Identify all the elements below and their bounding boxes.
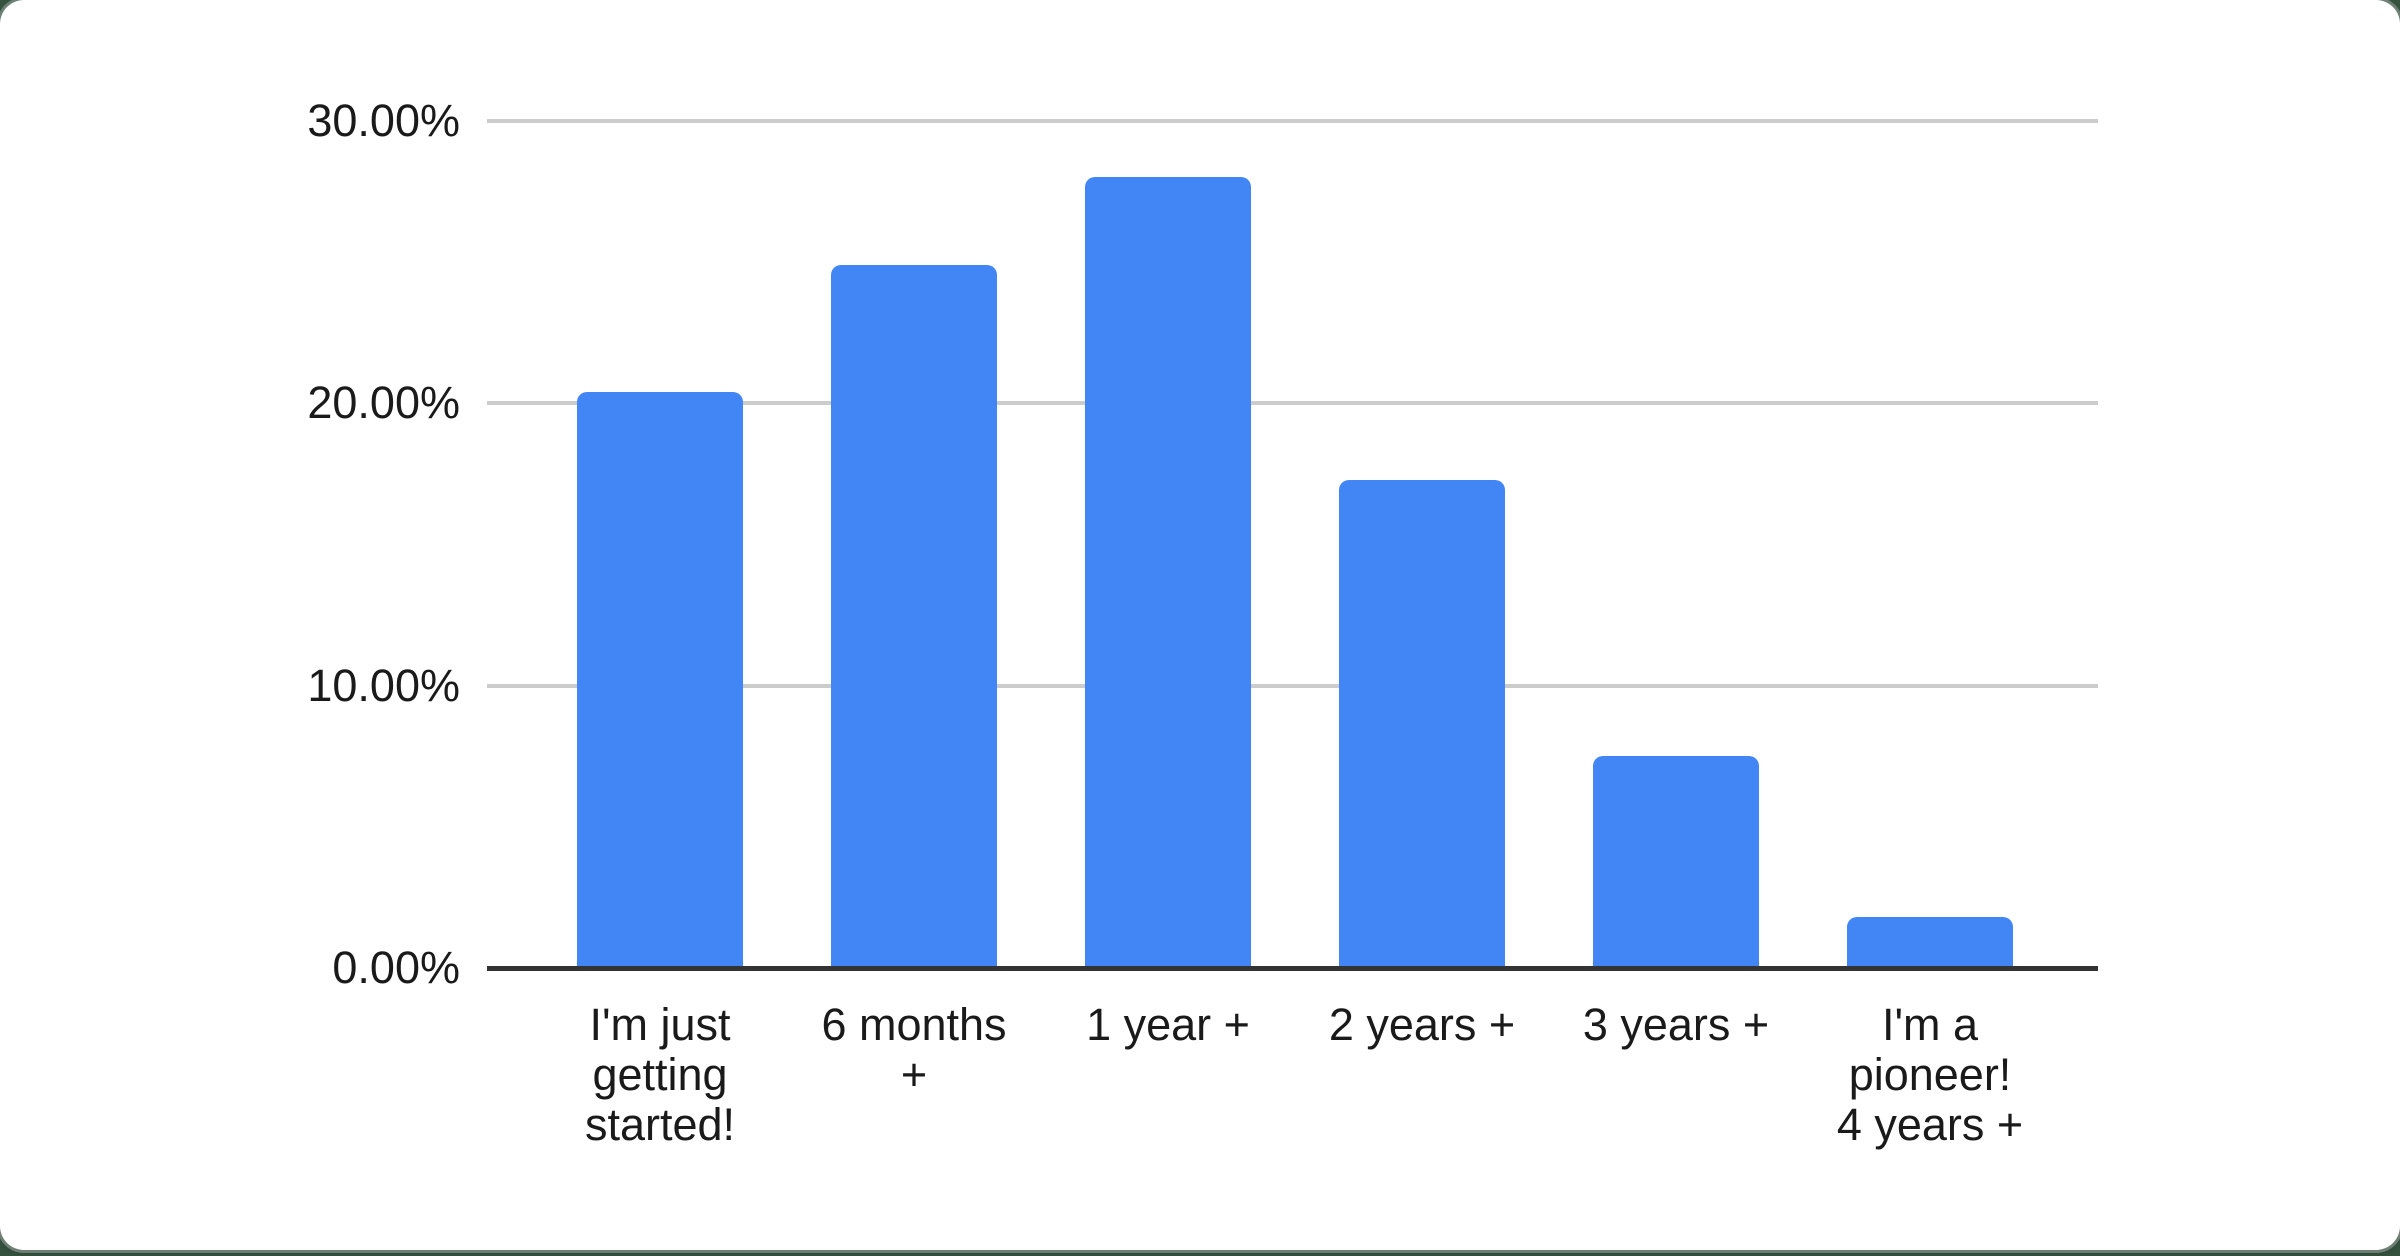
bar-1 bbox=[577, 392, 743, 968]
x-axis-category-label: 2 years + bbox=[1328, 999, 1516, 1050]
bar-4 bbox=[1339, 480, 1505, 968]
y-axis-tick-label: 30.00% bbox=[307, 95, 460, 146]
x-axis-category-label: I'm just getting started! bbox=[584, 999, 736, 1150]
gridline-20 bbox=[487, 401, 2098, 406]
gridline-30 bbox=[487, 119, 2098, 123]
x-axis-category-label: I'm a pioneer! 4 years + bbox=[1836, 999, 2024, 1150]
y-axis-tick-label: 0.00% bbox=[332, 942, 460, 993]
x-axis-line bbox=[487, 966, 2098, 971]
y-axis-tick-label: 10.00% bbox=[307, 659, 460, 711]
bar-6 bbox=[1847, 917, 2013, 968]
bar-2 bbox=[831, 265, 997, 968]
bar-5 bbox=[1593, 756, 1759, 968]
bar-3 bbox=[1085, 177, 1251, 968]
x-axis-category-label: 6 months + bbox=[821, 999, 1007, 1100]
x-axis-category-label: 3 years + bbox=[1582, 999, 1770, 1050]
gridline-10 bbox=[487, 683, 2098, 688]
y-axis-tick-label: 20.00% bbox=[307, 377, 460, 429]
x-axis-category-label: 1 year + bbox=[1086, 999, 1250, 1050]
